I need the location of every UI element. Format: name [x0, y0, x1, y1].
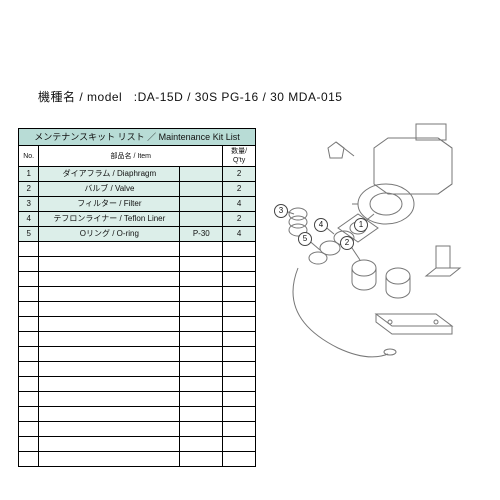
model-label-jp: 機種名 [38, 90, 76, 104]
callout-4: 4 [314, 218, 328, 232]
callout-1: 1 [354, 218, 368, 232]
table-row [19, 317, 256, 332]
callout-5: 5 [298, 232, 312, 246]
table-row [19, 362, 256, 377]
table-row: 5Oリング / O-ringP-304 [19, 227, 256, 242]
table-row [19, 452, 256, 467]
table-row [19, 392, 256, 407]
col-item: 部品名 / Item [39, 146, 223, 167]
model-label-en: model [87, 90, 122, 104]
table-title-sep: ／ [147, 132, 156, 142]
table-row [19, 347, 256, 362]
table-header-row: No. 部品名 / Item 数量/ Q'ty [19, 146, 256, 167]
col-qty: 数量/ Q'ty [223, 146, 256, 167]
table-row [19, 422, 256, 437]
table-row: 2バルブ / Valve2 [19, 182, 256, 197]
table-row [19, 407, 256, 422]
table-row [19, 272, 256, 287]
table-row [19, 377, 256, 392]
col-no: No. [19, 146, 39, 167]
exploded-view-diagram: 35421 [268, 118, 486, 368]
maintenance-kit-table: メンテナンスキット リスト ／ Maintenance Kit List No.… [18, 128, 256, 467]
table-row [19, 302, 256, 317]
table-row: 4テフロンライナー / Teflon Liner2 [19, 212, 256, 227]
model-header: 機種名 / model :DA-15D / 30S PG-16 / 30 MDA… [38, 88, 342, 105]
table-title-row: メンテナンスキット リスト ／ Maintenance Kit List [19, 129, 256, 146]
table-row [19, 332, 256, 347]
model-values: :DA-15D / 30S PG-16 / 30 MDA-015 [134, 90, 343, 104]
table-row: 1ダイアフラム / Diaphragm2 [19, 167, 256, 182]
table-row [19, 287, 256, 302]
table-row [19, 242, 256, 257]
callout-3: 3 [274, 204, 288, 218]
table-row: 3フィルター / Filter4 [19, 197, 256, 212]
table-row [19, 257, 256, 272]
table-row [19, 437, 256, 452]
callout-2: 2 [340, 236, 354, 250]
table-title-en: Maintenance Kit List [159, 132, 240, 142]
table-title-jp: メンテナンスキット リスト [34, 132, 144, 142]
